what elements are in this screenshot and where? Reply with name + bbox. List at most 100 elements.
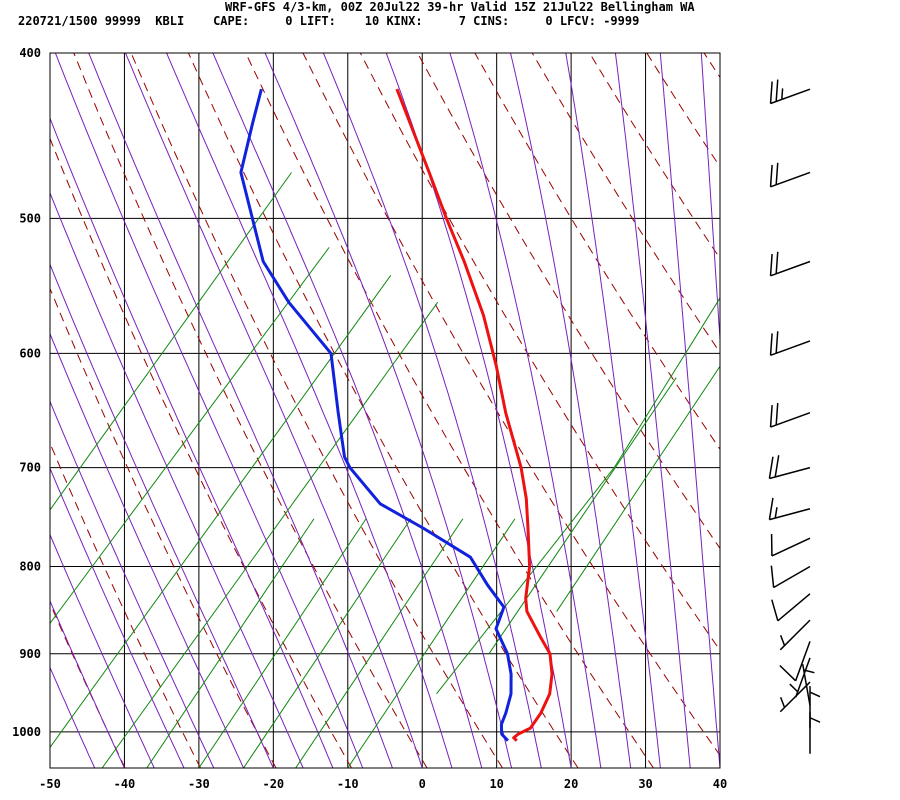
dry-adiabat-line [302,53,720,757]
mixing-ratio-line [50,275,392,749]
y-tick-label: 500 [19,211,41,225]
dry-adiabat-line [73,53,428,768]
wind-barb-half-feather [779,635,786,646]
moist-adiabat-line [54,53,364,768]
y-tick-label: 700 [19,461,41,475]
mixing-ratio-line [556,365,720,612]
temperature-profile-line [395,88,554,742]
wind-barb-feather [768,497,774,520]
plot-frame [49,52,721,769]
mixing-ratio-line [436,467,615,695]
wind-barb [779,619,811,651]
x-tick-label: -20 [262,777,284,791]
wind-barb-feather [775,79,779,102]
wind-barb-staff [773,565,811,589]
dry-adiabat-line [646,53,720,168]
moist-adiabat-line [50,117,334,768]
wind-barb [768,497,811,521]
moist-adiabat-line [700,53,720,348]
moist-adiabat-line [50,599,125,768]
dewpoint-profile-line [239,88,513,742]
wind-barb-staff [769,466,811,480]
wind-barb-staff [770,260,811,277]
mixing-ratio-line [613,297,720,468]
wind-barb-staff [779,681,811,713]
y-tick-label: 800 [19,560,41,574]
wind-barb [809,711,821,754]
dry-adiabat-line [50,287,277,768]
wind-barb [769,331,811,357]
wind-barb-half-feather [781,88,784,100]
moist-adiabat-line [50,332,245,768]
wind-barb-staff [770,411,811,428]
x-tick-label: 10 [489,777,503,791]
pressure-axis: 400 500 600 700 800 900 1000 [12,46,41,739]
mixing-ratio-line [50,172,292,511]
moist-adiabat-line [50,533,155,768]
wind-barb-half-feather [809,717,821,723]
wind-barb-staff [794,641,811,682]
dry-adiabat-line [531,53,720,354]
moist-adiabat-line [322,53,542,768]
y-tick-label: 600 [19,346,41,360]
dry-adiabat-line [245,53,654,768]
moist-adiabat-line [50,191,304,768]
wind-barb-feather [775,331,779,354]
wind-barb-staff [770,171,811,188]
wind-barb-feather [769,405,773,428]
mixing-ratio-line [347,518,516,768]
dry-adiabat-line [761,53,900,768]
moist-adiabat-line [449,53,602,768]
dry-adiabat-line [187,53,579,768]
mixing-ratio-line [146,518,315,768]
wind-barb-feather [769,253,773,276]
wind-barb-feather [775,162,779,185]
wind-barb [789,657,811,698]
wind-barb [801,663,815,706]
wind-barb-staff [779,619,811,651]
dry-adiabat-line [417,53,720,550]
mixing-ratio-line [243,518,412,768]
moist-adiabat-line [659,53,720,768]
wind-barb [769,162,811,188]
wind-barb-staff [801,663,811,706]
wind-barb-staff [769,508,811,521]
mixing-ratio-line [50,247,330,625]
moist-adiabat-line [88,53,393,768]
wind-barb [771,593,811,622]
moist-adiabat-line [124,53,423,768]
wind-barb-feather [768,456,774,479]
moist-adiabat-line [509,53,632,768]
chart-title: WRF-GFS 4/3-km, 00Z 20Jul22 39-hr Valid … [225,0,695,14]
wind-barb-feather [769,81,773,104]
x-tick-label: 20 [564,777,578,791]
wind-barb [769,251,811,277]
x-tick-label: 40 [713,777,727,791]
y-tick-label: 1000 [12,725,41,739]
wind-barb [779,681,811,713]
wind-barb-feather [769,333,773,356]
x-tick-label: -10 [337,777,359,791]
dry-adiabat-line [359,53,720,652]
sounding-indices: 220721/1500 99999 KBLI CAPE: 0 LIFT: 10 … [18,14,640,28]
dry-adiabat-line [876,53,900,768]
y-tick-label: 400 [19,46,41,60]
wind-barb-half-feather [803,669,815,674]
wind-barb-staff [794,657,811,698]
wind-barb-half-feather [779,696,786,708]
wind-barb-half-feather [809,691,821,698]
wind-barb-feather [775,403,779,426]
wind-barb-staff [770,88,811,105]
wind-barb-feather [771,599,779,622]
y-tick-label: 900 [19,647,41,661]
mixing-ratio-line [488,377,677,655]
wind-barb [779,641,811,682]
wind-barb-staff [771,537,811,557]
moist-adiabat-line [264,53,513,768]
plot-border [49,52,721,769]
dry-adiabat-line [819,53,900,768]
wind-barb [768,455,811,480]
moist-adiabat-line [385,53,572,768]
wind-barb-feather [779,664,797,682]
